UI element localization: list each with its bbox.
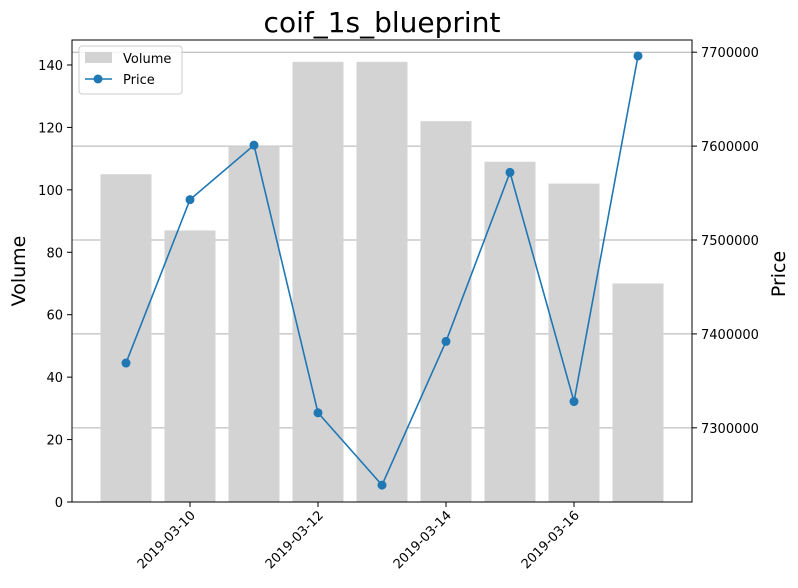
price-point	[633, 51, 643, 61]
x-tick-label: 2019-03-14	[391, 508, 455, 572]
volume-bar	[612, 283, 664, 502]
legend: Volume Price	[78, 45, 183, 95]
volume-bar	[484, 161, 536, 503]
price-point	[377, 480, 387, 490]
plot-frame	[71, 39, 693, 503]
bars	[100, 61, 664, 503]
volume-bar	[100, 174, 152, 502]
price-point	[441, 336, 451, 346]
y-axis-right: 7300000 7400000 7500000 7600000 7700000	[692, 46, 759, 437]
y-right-tick-label: 7300000	[701, 422, 759, 437]
price-point	[569, 397, 579, 407]
y-left-tick-label: 40	[46, 371, 63, 386]
y-axis-left: 0 20 40 60 80 100 120 140	[38, 59, 72, 511]
x-tick-label: 2019-03-10	[135, 508, 199, 572]
legend-price-label: Price	[123, 73, 155, 88]
x-tick-label: 2019-03-12	[263, 508, 327, 572]
y-right-tick-label: 7500000	[701, 234, 759, 249]
price-point	[313, 408, 323, 418]
y-left-tick-label: 80	[46, 246, 63, 261]
y-left-tick-label: 60	[46, 309, 63, 324]
price-point	[505, 167, 515, 177]
chart-title: coif_1s_blueprint	[264, 6, 501, 39]
y-right-tick-label: 7600000	[701, 140, 759, 155]
volume-bar	[228, 146, 280, 502]
volume-bar	[420, 121, 472, 502]
y-axis-left-title: Volume	[8, 236, 30, 307]
y-left-tick-label: 20	[46, 434, 63, 449]
x-tick-label: 2019-03-16	[519, 508, 583, 572]
price-line-layer	[121, 51, 643, 490]
x-axis: 2019-03-10 2019-03-12 2019-03-14 2019-03-16	[135, 502, 583, 572]
legend-price-swatch-marker	[93, 74, 103, 84]
y-left-tick-label: 100	[38, 184, 63, 199]
y-left-tick-label: 140	[38, 59, 63, 74]
volume-bar	[292, 61, 344, 503]
legend-volume-swatch	[85, 52, 112, 63]
price-point	[185, 195, 195, 205]
volume-bar	[356, 61, 408, 503]
legend-volume-label: Volume	[123, 52, 171, 67]
y-right-tick-label: 7400000	[701, 328, 759, 343]
volume-bar	[548, 183, 600, 502]
price-point	[121, 358, 131, 368]
y-right-tick-label: 7700000	[701, 46, 759, 61]
price-point	[249, 140, 259, 150]
y-left-tick-label: 120	[38, 121, 63, 136]
y-left-tick-label: 0	[55, 496, 63, 511]
volume-bar	[164, 230, 216, 502]
y-axis-right-title: Price	[768, 251, 790, 297]
